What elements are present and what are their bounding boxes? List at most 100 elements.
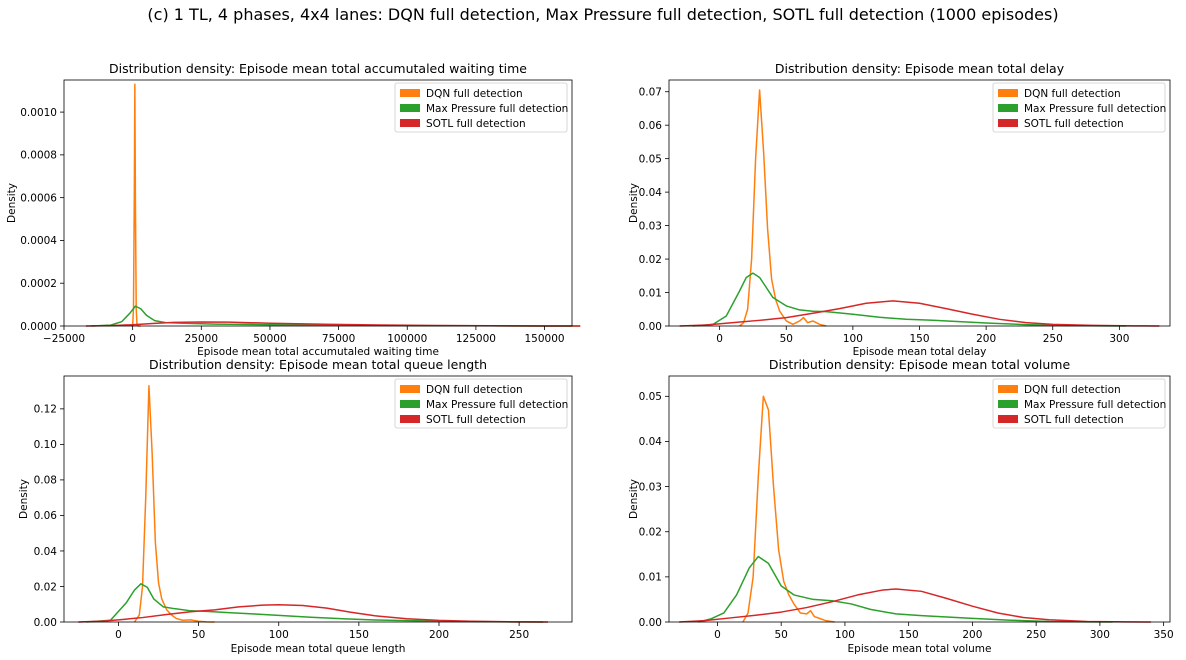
y-tick-label: 0.05 [639,153,662,165]
y-tick-label: 0.02 [639,254,662,266]
legend-label: DQN full detection [1024,88,1121,100]
x-tick-label: 250 [1026,629,1046,641]
legend: DQN full detection Max Pressure full dete… [394,82,568,133]
y-tick-label: 0.12 [34,404,57,416]
y-axis-label: Density [628,479,640,519]
legend-swatch [400,415,420,423]
x-tick-label: 125000 [456,333,496,345]
legend-swatch [400,119,420,127]
y-tick-label: 0.03 [639,481,662,493]
y-tick-label: 0.04 [639,436,663,448]
legend-box [394,378,568,429]
x-tick-label: 0 [129,333,136,345]
series-line-dqn-full-detection [131,83,141,327]
legend-swatch [400,89,420,97]
y-tick-label: 0.05 [639,391,662,403]
legend-label: Max Pressure full detection [426,399,568,411]
x-tick-label: 100 [835,629,855,641]
y-tick-label: 0.02 [34,581,57,593]
x-tick-label: 50 [774,629,787,641]
axes-frame [668,375,1171,623]
y-tick-label: 0.0002 [20,278,57,290]
y-axis-label: Density [628,183,640,223]
subplot-title: Distribution density: Episode mean total… [109,61,527,76]
y-axis-label: Density [18,479,30,519]
y-tick-label: 0.0006 [20,192,57,204]
y-tick-label: 0.00 [639,617,662,629]
legend-swatch [998,104,1018,112]
x-tick-label: 25000 [185,333,218,345]
y-tick-label: 0.00 [639,321,662,333]
x-tick-label: 200 [962,629,982,641]
x-tick-label: 200 [976,333,996,345]
subplot-title: Distribution density: Episode mean total… [149,357,487,372]
x-tick-label: 200 [429,629,449,641]
legend-label: DQN full detection [426,384,523,396]
x-axis-label: Episode mean total queue length [231,643,406,655]
y-tick-label: 0.01 [639,287,662,299]
legend-swatch [998,400,1018,408]
x-tick-label: −25000 [43,333,85,345]
y-tick-label: 0.10 [34,439,57,451]
x-axis-label: Episode mean total accumutaled waiting t… [197,346,439,358]
x-tick-label: 100 [269,629,289,641]
y-axis-label: Density [6,183,18,223]
legend-label: SOTL full detection [426,414,526,426]
figure-suptitle: (c) 1 TL, 4 phases, 4x4 lanes: DQN full … [147,5,1058,24]
x-axis-label: Episode mean total delay [853,346,987,358]
series-line-max-pressure-full-detection [698,555,1113,623]
legend-swatch [400,385,420,393]
x-tick-label: 300 [1090,629,1110,641]
subplot-2: 0 50 100 150 200 250 300 0.00 0.01 0.02 0.03 0.04 0.… [628,61,1171,358]
y-tick-label: 0.0008 [20,150,57,162]
legend: DQN full detection Max Pressure full dete… [992,82,1166,133]
legend-swatch [998,415,1018,423]
y-tick-label: 0.00 [34,617,57,629]
legend-swatch [998,119,1018,127]
axes-frame [63,375,573,623]
x-tick-label: 250 [509,629,529,641]
legend: DQN full detection Max Pressure full dete… [394,378,568,429]
legend-label: DQN full detection [426,88,523,100]
series-line-sotl-full-detection [679,300,1160,327]
legend-swatch [400,104,420,112]
x-tick-label: 150 [909,333,929,345]
legend-label: SOTL full detection [1024,414,1124,426]
x-tick-label: 0 [115,629,122,641]
legend: DQN full detection Max Pressure full dete… [992,378,1166,429]
subplot-grid: −25000 0 25000 50000 75000 100000 125000 150 0 0 0… [6,61,1174,655]
series-line-dqn-full-detection [742,395,835,623]
subplot-title: Distribution density: Episode mean total… [769,357,1071,372]
x-axis-label: Episode mean total volume [848,643,992,655]
subplot-4: 0 50 100 150 200 250 300 350 0.00 0.01 0.02 0.03 0.0… [628,357,1174,655]
series-line-max-pressure-full-detection [86,583,544,623]
series-line-dqn-full-detection [739,89,827,327]
legend-label: SOTL full detection [1024,118,1124,130]
y-tick-label: 0.0004 [20,235,57,247]
y-tick-label: 0.03 [639,220,662,232]
y-tick-label: 0.0000 [20,321,57,333]
y-tick-label: 0.08 [34,475,57,487]
x-tick-label: 0 [716,333,723,345]
series-line-sotl-full-detection [679,588,1151,623]
y-tick-label: 0.02 [639,527,662,539]
legend-swatch [400,400,420,408]
y-tick-label: 0.06 [34,510,58,522]
x-tick-label: 50 [192,629,205,641]
legend-swatch [998,385,1018,393]
y-tick-label: 0.01 [639,572,662,584]
x-tick-label: 75000 [322,333,355,345]
series-line-max-pressure-full-detection [692,272,1127,327]
legend-label: Max Pressure full detection [1024,103,1166,115]
y-tick-label: 0.0010 [20,107,57,119]
legend-label: Max Pressure full detection [1024,399,1166,411]
subplot-title: Distribution density: Episode mean total… [775,61,1065,76]
series-line-sotl-full-detection [78,604,548,623]
x-tick-label: 50000 [253,333,286,345]
y-tick-label: 0.06 [639,120,663,132]
y-tick-label: 0.04 [34,546,58,558]
x-tick-label: 100000 [387,333,427,345]
x-tick-label: 300 [1109,333,1129,345]
legend-box [992,82,1166,133]
x-tick-label: 150 [349,629,369,641]
